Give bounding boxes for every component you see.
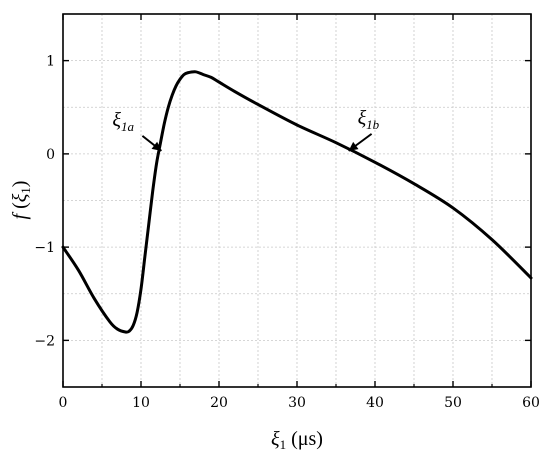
arrow-head-icon [348, 141, 359, 151]
x-tick-label: 20 [210, 395, 228, 411]
annotation-label: ξ1b [358, 107, 380, 132]
y-axis-label: f (ξ1) [9, 181, 33, 220]
annotation-1a: ξ1a [112, 109, 163, 152]
annotation-label: ξ1a [112, 109, 134, 134]
y-tick-label: −2 [34, 333, 55, 349]
y-tick-label: 1 [46, 54, 55, 70]
x-tick-label: 60 [522, 395, 540, 411]
grid [62, 13, 532, 388]
plot-frame [62, 13, 532, 388]
x-tick-label: 30 [288, 395, 306, 411]
annotation-1b: ξ1b [348, 107, 380, 152]
x-tick-label: 40 [366, 395, 384, 411]
y-tick-label: 0 [46, 147, 55, 163]
annotations: ξ1a ξ1b [112, 107, 380, 152]
y-tick-label: −1 [34, 240, 55, 256]
x-tick-label: 10 [132, 395, 150, 411]
x-tick-label: 0 [59, 395, 68, 411]
arrow-head-icon [151, 141, 162, 151]
curve-layer [61, 70, 533, 334]
x-tick-label: 50 [444, 395, 462, 411]
x-axis-label: ξ1 (μs) [271, 428, 323, 452]
series-line [61, 70, 533, 334]
